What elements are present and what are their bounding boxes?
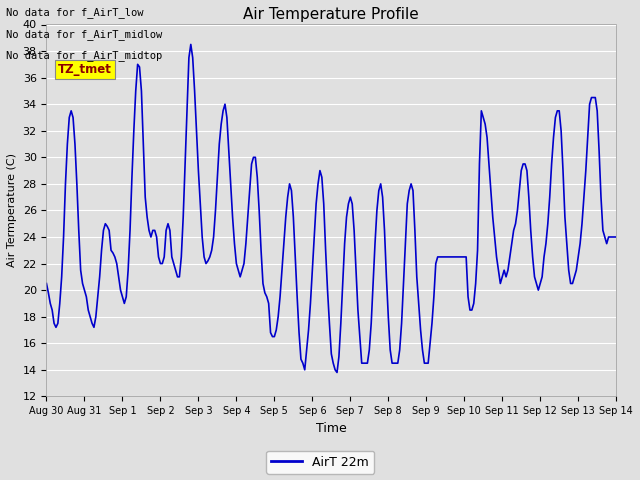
X-axis label: Time: Time [316,421,347,435]
Text: No data for f_AirT_low: No data for f_AirT_low [6,7,144,18]
Text: No data for f_AirT_midtop: No data for f_AirT_midtop [6,50,163,61]
Y-axis label: Air Termperature (C): Air Termperature (C) [7,154,17,267]
Title: Air Temperature Profile: Air Temperature Profile [243,7,419,22]
Text: TZ_tmet: TZ_tmet [58,63,112,76]
Text: No data for f_AirT_midlow: No data for f_AirT_midlow [6,29,163,40]
Legend: AirT 22m: AirT 22m [266,451,374,474]
